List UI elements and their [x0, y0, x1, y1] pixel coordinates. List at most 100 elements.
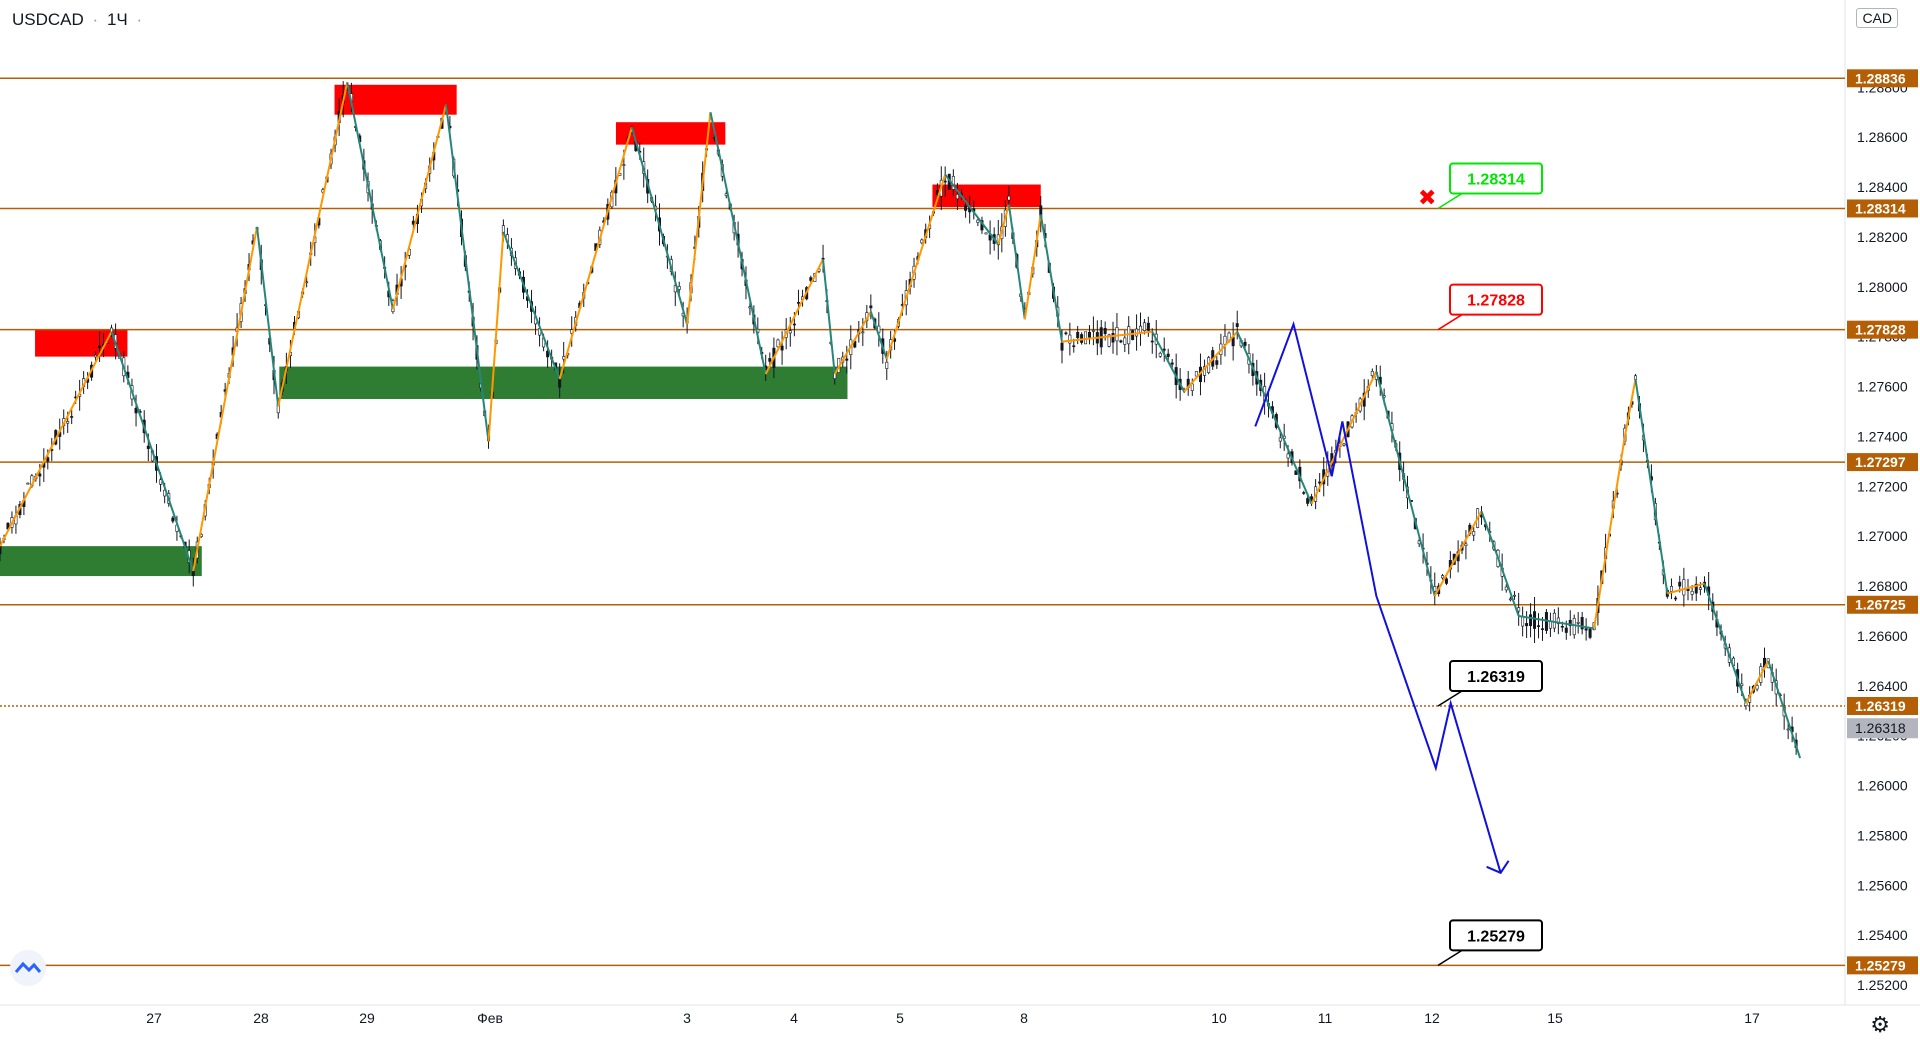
level-axis-tag: [1847, 69, 1918, 88]
candle-body: [955, 194, 959, 200]
candle-body: [1370, 371, 1374, 376]
candle-body: [1278, 437, 1282, 442]
candle-body: [976, 219, 980, 223]
candle-body: [1540, 628, 1544, 630]
candle-body: [1560, 625, 1564, 628]
candle-body: [1064, 332, 1068, 335]
candle-body: [1170, 362, 1174, 365]
candle-body: [1087, 331, 1091, 338]
candle-body: [305, 281, 309, 284]
candle-body: [1068, 334, 1072, 344]
candle-body: [1194, 371, 1198, 377]
candle-body: [1072, 345, 1076, 348]
y-tick-label: 1.26800: [1857, 578, 1908, 594]
candle-body: [1576, 622, 1580, 624]
candle-body: [845, 358, 849, 361]
candle-body: [1472, 531, 1476, 536]
candle-body: [0, 544, 2, 555]
candle-body: [1166, 353, 1170, 357]
zigzag-segment: [1310, 371, 1378, 505]
candle-body: [134, 407, 138, 414]
candle-body: [677, 286, 681, 290]
candle-body: [1131, 330, 1135, 340]
candle-body: [1138, 325, 1142, 333]
zigzag-segment: [1745, 660, 1770, 704]
candle-body: [1123, 337, 1127, 345]
zigzag-segment: [1703, 583, 1747, 704]
gear-icon[interactable]: ⚙: [1870, 1012, 1890, 1037]
interval-label[interactable]: 1Ч: [106, 10, 128, 29]
level-axis-label: 1.28836: [1855, 70, 1906, 86]
currency-badge[interactable]: CAD: [1856, 8, 1898, 28]
x-tick-label: 4: [790, 1010, 798, 1026]
zigzag-segment: [1183, 331, 1238, 393]
candle-body: [780, 345, 784, 351]
candle-body: [920, 239, 924, 244]
zigzag-segment: [1623, 378, 1637, 437]
candle-body: [1302, 492, 1306, 494]
x-tick-label: Фев: [477, 1010, 503, 1026]
current-price-label: 1.26318: [1855, 720, 1906, 736]
candle-body: [776, 339, 780, 348]
y-tick-label: 1.27000: [1857, 528, 1908, 544]
supply-zone: [334, 84, 457, 115]
zigzag-segment: [1667, 582, 1705, 595]
candle-body: [1504, 586, 1508, 591]
candle-body: [546, 350, 550, 358]
x-tick-label: 29: [359, 1010, 375, 1026]
level-axis-tag: [1847, 199, 1918, 218]
zigzag-segment: [630, 126, 689, 325]
symbol-name[interactable]: USDCAD: [12, 10, 84, 29]
zigzag-segment: [885, 174, 947, 360]
callout-label: 1.28314: [1467, 171, 1525, 188]
x-tick-label: 10: [1211, 1010, 1227, 1026]
candle-body: [94, 354, 98, 358]
logo-icon[interactable]: [10, 950, 46, 986]
candle-body: [1572, 618, 1576, 636]
candle-body: [146, 445, 150, 449]
candle-body: [1669, 586, 1673, 592]
zigzag-segment: [0, 331, 113, 547]
zigzag-segment: [502, 231, 561, 380]
candle-body: [1306, 498, 1310, 504]
y-tick-label: 1.27200: [1857, 478, 1908, 494]
zigzag-segment: [1433, 510, 1483, 597]
zigzag-segment: [1151, 331, 1186, 392]
zigzag-segment: [558, 126, 633, 380]
zigzag-segment: [1007, 204, 1026, 320]
level-axis-label: 1.28314: [1855, 200, 1906, 216]
candle-body: [1084, 331, 1088, 345]
candle-body: [788, 330, 792, 334]
forecast-path: [1254, 320, 1502, 874]
candle-body: [1060, 342, 1064, 351]
zigzag-segment: [1039, 214, 1063, 342]
candle-body: [1513, 594, 1517, 597]
candle-body: [1694, 583, 1698, 594]
x-tick-label: 28: [253, 1010, 269, 1026]
candle-body: [1111, 333, 1115, 343]
candle-body: [1158, 352, 1162, 357]
y-tick-label: 1.28400: [1857, 179, 1908, 195]
candle-body: [869, 305, 873, 309]
candle-body: [1119, 340, 1123, 343]
level-axis-tag: [1847, 320, 1918, 339]
zigzag-segment: [1375, 371, 1436, 597]
x-tick-label: 3: [683, 1010, 691, 1026]
current-price-tag: [1847, 718, 1918, 739]
candle-body: [1584, 628, 1588, 631]
supply-zone: [615, 122, 726, 145]
candle-body: [1342, 443, 1346, 446]
candle-body: [861, 331, 865, 334]
x-tick-label: 12: [1424, 1010, 1440, 1026]
y-tick-label: 1.25400: [1857, 927, 1908, 943]
callout-pointer: [1437, 192, 1463, 210]
zigzag-segment: [1767, 660, 1802, 759]
candle-body: [1678, 581, 1682, 587]
candle-body: [1740, 683, 1744, 686]
candle-body: [1525, 623, 1529, 627]
zigzag-segment: [764, 258, 824, 375]
y-tick-label: 1.28600: [1857, 129, 1908, 145]
level-axis-label: 1.27297: [1855, 454, 1906, 470]
